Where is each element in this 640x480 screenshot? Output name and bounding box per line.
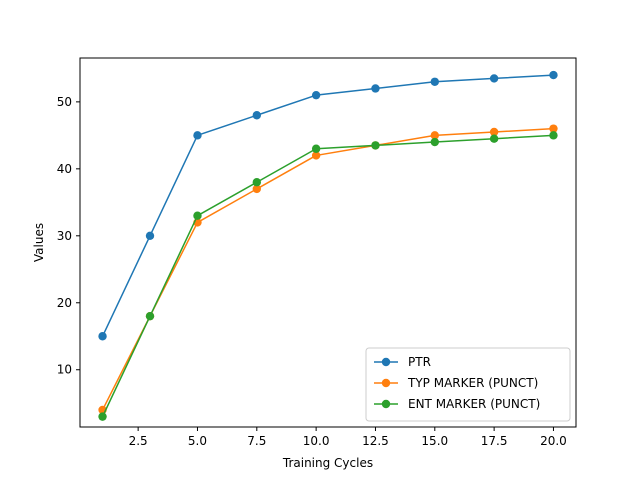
y-tick-label: 50: [57, 95, 72, 109]
legend-label: ENT MARKER (PUNCT): [408, 397, 540, 411]
data-point: [430, 137, 439, 147]
data-point: [549, 124, 558, 133]
data-point: [489, 134, 499, 143]
series-ptr: [98, 70, 558, 341]
data-point: [489, 74, 499, 83]
x-tick-label: 20.0: [540, 434, 567, 448]
x-tick-label: 2.5: [129, 434, 148, 448]
y-tick-label: 10: [57, 363, 72, 377]
y-axis: 10 20 30 40 50: [57, 95, 80, 377]
x-tick-label: 5.0: [188, 434, 207, 448]
data-point: [371, 141, 380, 150]
y-tick-label: 40: [57, 162, 72, 176]
data-point: [311, 144, 321, 153]
data-point: [430, 131, 439, 140]
data-point: [549, 131, 558, 140]
legend-label: TYP MARKER (PUNCT): [407, 376, 538, 390]
legend-label: PTR: [408, 355, 431, 369]
y-tick-label: 20: [57, 296, 72, 310]
legend-box: [365, 347, 571, 422]
x-axis-label: Training Cycles: [282, 456, 373, 470]
data-point: [489, 127, 499, 137]
y-axis-label: Values: [32, 223, 46, 262]
series-ent-marker-punct: [98, 131, 558, 421]
data-point: [252, 178, 262, 187]
data-point: [193, 211, 202, 220]
legend-swatch-marker: [381, 378, 391, 388]
x-tick-label: 15.0: [421, 434, 448, 448]
data-point: [98, 332, 107, 341]
y-tick-label: 30: [57, 229, 72, 243]
plot-frame: [79, 57, 577, 428]
data-point: [145, 311, 155, 321]
x-tick-label: 7.5: [247, 434, 266, 448]
data-point: [145, 231, 155, 241]
x-tick-label: 17.5: [481, 434, 508, 448]
data-point: [311, 90, 321, 100]
x-axis: 2.5 5.0 7.5 10.0 12.5 15.0 17.5 20.0: [129, 427, 567, 448]
data-point: [252, 111, 262, 120]
data-point: [430, 77, 439, 86]
data-point: [371, 84, 380, 93]
data-point: [193, 131, 202, 140]
legend: PTR TYP MARKER (PUNCT) ENT MARKER (PUNCT): [365, 347, 571, 422]
data-point: [311, 151, 321, 160]
data-point: [98, 412, 107, 421]
x-tick-label: 12.5: [362, 434, 389, 448]
data-point: [549, 70, 558, 80]
x-tick-label: 10.0: [303, 434, 330, 448]
legend-swatch-marker: [381, 357, 391, 367]
legend-item: PTR: [374, 355, 431, 369]
legend-item: ENT MARKER (PUNCT): [374, 397, 540, 411]
legend-item: TYP MARKER (PUNCT): [374, 376, 538, 390]
data-point: [252, 184, 262, 194]
series-layer: [98, 70, 558, 421]
legend-swatch-marker: [381, 399, 391, 409]
